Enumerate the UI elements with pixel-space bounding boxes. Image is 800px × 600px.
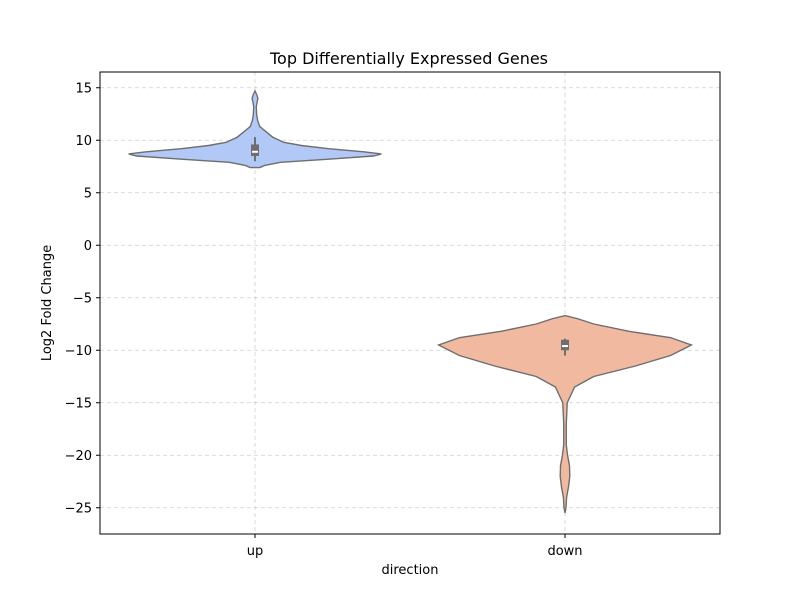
violin-down <box>436 314 694 514</box>
y-tick-label: 10 <box>75 134 92 149</box>
grid-layer <box>100 72 720 534</box>
y-tick-label: 15 <box>75 81 92 96</box>
y-tick-label: −10 <box>65 344 92 359</box>
y-tick-label: −20 <box>65 449 92 464</box>
y-tick-label: −5 <box>73 291 92 306</box>
iqr-box-down <box>561 339 569 351</box>
chart-title: Top Differentially Expressed Genes <box>269 49 548 68</box>
tick-layer: 15 10 5 0 −5 −10 −15 −20 −25 up down <box>65 81 583 559</box>
iqr-box-up <box>251 144 259 156</box>
y-tick-label: 0 <box>84 239 92 254</box>
x-axis-label: direction <box>382 563 439 578</box>
y-tick-label: −15 <box>65 396 92 411</box>
y-axis-label: Log2 Fold Change <box>40 245 55 361</box>
violin-layer <box>128 89 694 514</box>
violin-up <box>128 89 382 169</box>
y-tick-label: −25 <box>65 501 92 516</box>
y-tick-label: 5 <box>84 186 92 201</box>
x-tick-label-up: up <box>247 544 264 559</box>
x-tick-label-down: down <box>547 544 582 559</box>
plot-frame <box>99 71 721 535</box>
